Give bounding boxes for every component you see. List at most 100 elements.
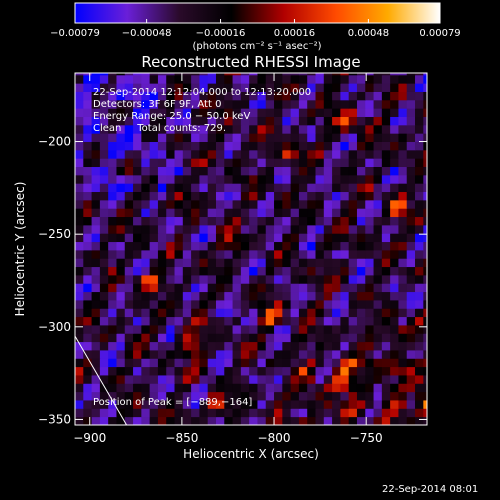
heatmap-cell <box>381 358 391 368</box>
heatmap-cell <box>373 316 383 326</box>
heatmap-cell <box>323 108 333 117</box>
heatmap-cell <box>340 149 350 159</box>
heatmap-cell <box>373 324 383 334</box>
heatmap-cell <box>157 241 167 251</box>
heatmap-cell <box>249 99 258 109</box>
heatmap-cell <box>149 83 159 92</box>
y-tick-label: −200 <box>38 135 71 149</box>
heatmap-cell <box>157 408 167 418</box>
heatmap-cell <box>191 291 200 301</box>
heatmap-cell <box>149 341 159 351</box>
heatmap-cell <box>315 341 325 351</box>
heatmap-cell <box>307 333 316 343</box>
heatmap-cell <box>398 291 408 301</box>
heatmap-cell <box>332 183 341 193</box>
heatmap-cell <box>83 74 93 84</box>
heatmap-cell <box>332 299 341 309</box>
heatmap-cell <box>257 249 267 259</box>
heatmap-cell <box>207 258 217 268</box>
heatmap-cell <box>75 183 84 193</box>
heatmap-cell <box>415 208 424 218</box>
heatmap-cell <box>141 149 151 159</box>
heatmap-cell <box>141 274 151 284</box>
heatmap-cell <box>307 283 316 293</box>
heatmap-cell <box>406 73 416 76</box>
heatmap-cell <box>124 158 134 168</box>
heatmap-cell <box>290 158 300 168</box>
heatmap-cell <box>274 283 283 293</box>
heatmap-cell <box>116 74 126 84</box>
heatmap-cell <box>365 274 375 284</box>
heatmap-cell <box>224 399 234 409</box>
heatmap-cell <box>315 358 325 368</box>
heatmap-cell <box>83 416 93 425</box>
heatmap-cell <box>249 324 258 334</box>
heatmap-cell <box>182 83 192 92</box>
heatmap-cell <box>348 333 358 343</box>
heatmap-cell <box>406 283 416 293</box>
solar-limb-line <box>74 335 128 426</box>
heatmap-cell <box>265 316 275 326</box>
heatmap-cell <box>257 133 267 142</box>
heatmap-cell <box>257 233 267 243</box>
heatmap-cell <box>356 133 366 142</box>
heatmap-cell <box>265 124 275 134</box>
heatmap-cell <box>199 349 209 359</box>
heatmap-cell <box>133 241 142 251</box>
heatmap-cell <box>108 108 117 117</box>
heatmap-cell <box>215 191 225 201</box>
heatmap-cell <box>124 391 134 401</box>
heatmap-cell <box>348 141 358 151</box>
heatmap-cell <box>265 266 275 276</box>
heatmap-cell <box>157 174 167 184</box>
heatmap-cell <box>166 241 176 251</box>
heatmap-cell <box>423 99 427 109</box>
heatmap-cell <box>290 383 300 393</box>
heatmap-cell <box>91 408 101 418</box>
heatmap-cell <box>240 316 250 326</box>
colorbar-tick-label: 0.00048 <box>348 28 389 39</box>
heatmap-cell <box>133 258 142 268</box>
heatmap-cell <box>282 249 292 259</box>
heatmap-cell <box>282 208 292 218</box>
heatmap-cell <box>423 399 427 409</box>
heatmap-cell <box>257 258 267 268</box>
heatmap-cell <box>373 366 383 376</box>
heatmap-cell <box>348 233 358 243</box>
heatmap-cell <box>406 224 416 234</box>
heatmap-cell <box>215 366 225 376</box>
heatmap-cell <box>356 416 366 425</box>
heatmap-cell <box>298 299 308 309</box>
heatmap-cell <box>423 349 427 359</box>
heatmap-cell <box>191 224 200 234</box>
heatmap-cell <box>224 349 234 359</box>
heatmap-cell <box>274 166 283 176</box>
heatmap-cell <box>406 399 416 409</box>
heatmap-cell <box>75 416 84 425</box>
heatmap-cell <box>406 158 416 168</box>
heatmap-cell <box>249 399 258 409</box>
heatmap-cell <box>290 258 300 268</box>
heatmap-cell <box>298 149 308 159</box>
heatmap-cell <box>257 166 267 176</box>
heatmap-cell <box>290 149 300 159</box>
heatmap-cell <box>99 73 109 76</box>
heatmap-cell <box>199 208 209 218</box>
heatmap-cell <box>373 191 383 201</box>
heatmap-cell <box>157 399 167 409</box>
heatmap-cell <box>307 266 316 276</box>
heatmap-cell <box>348 258 358 268</box>
heatmap-cell <box>191 99 200 109</box>
heatmap-cell <box>207 124 217 134</box>
heatmap-cell <box>124 183 134 193</box>
heatmap-cell <box>398 141 408 151</box>
heatmap-cell <box>224 299 234 309</box>
heatmap-cell <box>149 91 159 101</box>
heatmap-cell <box>298 383 308 393</box>
heatmap-cell <box>390 291 399 301</box>
heatmap-cell <box>166 199 176 209</box>
heatmap-cell <box>199 141 209 151</box>
heatmap-cell <box>323 158 333 168</box>
heatmap-cell <box>423 358 427 368</box>
heatmap-cell <box>265 383 275 393</box>
